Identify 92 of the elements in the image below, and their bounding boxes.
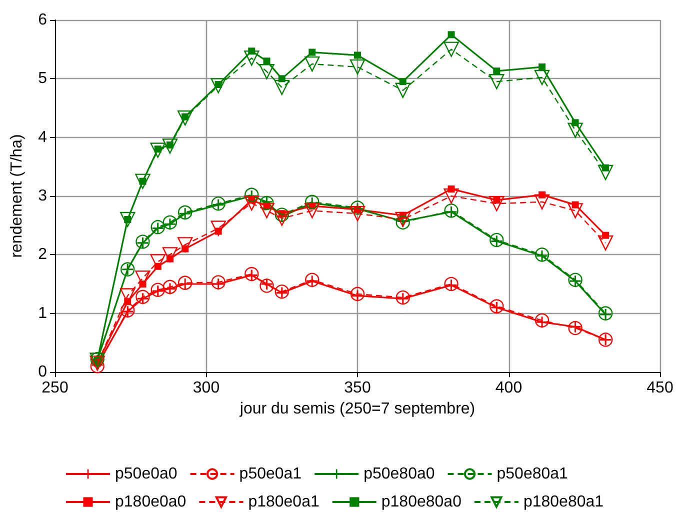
point (395, 212, 410, 228)
legend-label: p50e0a1 (239, 466, 302, 482)
y-tick-label: 4 (38, 128, 48, 146)
point (396, 290, 410, 305)
y-tick-label: 3 (38, 188, 48, 204)
point (305, 272, 320, 287)
x-axis-title: jour du semis (250=7 septembre) (238, 400, 476, 418)
point (260, 278, 274, 293)
point (150, 142, 166, 158)
point (274, 80, 290, 96)
point (538, 63, 546, 70)
legend-label: p180e80a1 (523, 494, 604, 510)
legend-label: p50e0a0 (115, 466, 178, 482)
point (568, 122, 583, 138)
point (177, 110, 193, 126)
legend-label: p180e0a1 (248, 494, 320, 510)
point (150, 220, 165, 234)
point (598, 306, 613, 320)
x-tick-label: 300 (192, 380, 220, 396)
y-tick-label: 0 (38, 364, 48, 380)
point (490, 299, 504, 314)
point (490, 232, 504, 248)
point (244, 188, 259, 202)
point (120, 303, 135, 318)
point (534, 70, 550, 86)
point (350, 59, 366, 75)
y-tick-label: 6 (38, 12, 48, 28)
point (444, 204, 458, 218)
point (244, 266, 259, 282)
point (259, 203, 274, 218)
point (210, 220, 226, 236)
point (120, 212, 136, 228)
point (136, 290, 150, 304)
point (598, 235, 614, 251)
point (263, 58, 270, 65)
point (304, 203, 320, 218)
point (305, 194, 320, 209)
point (598, 164, 614, 180)
y-axis-title: rendement (T/ha) (8, 134, 26, 258)
legend-label: p180e0a0 (115, 494, 186, 510)
x-tick-label: 250 (42, 380, 68, 396)
point (493, 68, 500, 75)
point (354, 52, 361, 59)
point (304, 56, 320, 72)
x-tick-label: 400 (495, 380, 522, 396)
point (162, 247, 178, 262)
point (136, 234, 150, 249)
point (274, 208, 289, 222)
point (162, 138, 178, 154)
point (211, 196, 226, 211)
point (211, 275, 226, 290)
point (177, 237, 193, 252)
point (448, 31, 455, 38)
point (308, 48, 316, 56)
y-tick-label: 2 (38, 246, 48, 264)
point (162, 280, 178, 294)
point (350, 286, 365, 302)
point (210, 78, 226, 94)
point (489, 74, 504, 90)
point (150, 254, 166, 270)
point (260, 196, 274, 210)
point (162, 215, 178, 230)
point (444, 188, 459, 204)
point (444, 42, 459, 57)
x-tick-label: 350 (344, 380, 371, 396)
point (568, 320, 582, 336)
point (244, 195, 260, 211)
point (396, 215, 410, 230)
legend-label: p50e80a1 (496, 466, 568, 482)
y-tick-label: 1 (38, 304, 48, 322)
point (150, 282, 165, 297)
point (568, 272, 582, 287)
point (178, 276, 192, 290)
point (534, 194, 550, 210)
y-tick-label: 5 (38, 70, 48, 88)
point (244, 50, 260, 66)
point (274, 210, 290, 226)
point (444, 276, 458, 292)
legend-label: p180e80a0 (381, 494, 462, 510)
point (534, 248, 550, 262)
point (274, 284, 289, 299)
point (568, 203, 583, 218)
x-tick-label: 450 (646, 380, 674, 396)
point (350, 206, 366, 222)
point (534, 313, 550, 328)
point (135, 174, 150, 189)
point (489, 196, 504, 212)
point (178, 205, 192, 220)
point (350, 200, 365, 215)
point (395, 82, 410, 98)
legend-label: p50e80a0 (364, 466, 435, 482)
point (259, 64, 274, 80)
